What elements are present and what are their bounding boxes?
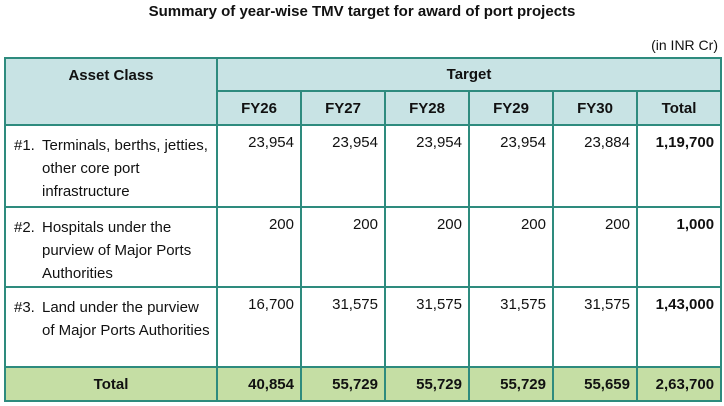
year-header: FY28 xyxy=(384,90,470,126)
unit-note: (in INR Cr) xyxy=(651,37,718,53)
value-cell: 200 xyxy=(552,206,638,288)
total-value-cell: 55,729 xyxy=(468,366,554,402)
table-row: #1. Terminals, berths, jetties, other cor… xyxy=(4,124,723,208)
total-value-cell: 55,729 xyxy=(384,366,470,402)
value-cell: 23,884 xyxy=(552,124,638,208)
row-total-cell: 1,43,000 xyxy=(635,286,723,368)
year-header: FY27 xyxy=(300,90,386,126)
page-title: Summary of year-wise TMV target for awar… xyxy=(148,3,576,20)
value-cell: 23,954 xyxy=(384,124,470,208)
total-value-cell: 40,854 xyxy=(216,366,302,402)
tmv-target-table: Asset Class Target FY26 FY27 FY28 FY29 F… xyxy=(4,57,723,402)
row-total-cell: 1,19,700 xyxy=(635,124,723,208)
value-cell: 31,575 xyxy=(468,286,554,368)
value-cell: 200 xyxy=(216,206,302,288)
asset-class-cell: #2. Hospitals under the purview of Major … xyxy=(4,206,218,288)
totals-row: Total 40,854 55,729 55,729 55,729 55,659… xyxy=(4,366,723,402)
year-header: FY29 xyxy=(468,90,554,126)
total-value-cell: 55,659 xyxy=(552,366,638,402)
row-label: Terminals, berths, jetties, other core p… xyxy=(42,137,208,200)
value-cell: 31,575 xyxy=(384,286,470,368)
value-cell: 31,575 xyxy=(300,286,386,368)
table-row: #3. Land under the purview of Major Ports… xyxy=(4,286,723,368)
value-cell: 23,954 xyxy=(216,124,302,208)
totals-label: Total xyxy=(4,366,218,402)
value-cell: 16,700 xyxy=(216,286,302,368)
value-cell: 200 xyxy=(468,206,554,288)
value-cell: 200 xyxy=(300,206,386,288)
asset-class-cell: #1. Terminals, berths, jetties, other cor… xyxy=(4,124,218,208)
value-cell: 200 xyxy=(384,206,470,288)
row-index: #3. xyxy=(14,299,35,316)
value-cell: 23,954 xyxy=(468,124,554,208)
table-row: #2. Hospitals under the purview of Major … xyxy=(4,206,723,288)
row-index: #1. xyxy=(14,137,35,154)
target-header: Target xyxy=(215,57,723,92)
asset-class-header: Asset Class xyxy=(4,57,218,126)
value-cell: 31,575 xyxy=(552,286,638,368)
asset-class-cell: #3. Land under the purview of Major Ports… xyxy=(4,286,218,368)
value-cell: 23,954 xyxy=(300,124,386,208)
row-label: Hospitals under the purview of Major Por… xyxy=(42,219,192,282)
row-total-cell: 1,000 xyxy=(635,206,723,288)
year-header: FY26 xyxy=(216,90,302,126)
total-header: Total xyxy=(635,90,723,126)
grand-total-cell: 2,63,700 xyxy=(635,366,723,402)
total-value-cell: 55,729 xyxy=(300,366,386,402)
row-index: #2. xyxy=(14,219,35,236)
row-label: Land under the purview of Major Ports Au… xyxy=(42,299,210,339)
year-header: FY30 xyxy=(552,90,638,126)
